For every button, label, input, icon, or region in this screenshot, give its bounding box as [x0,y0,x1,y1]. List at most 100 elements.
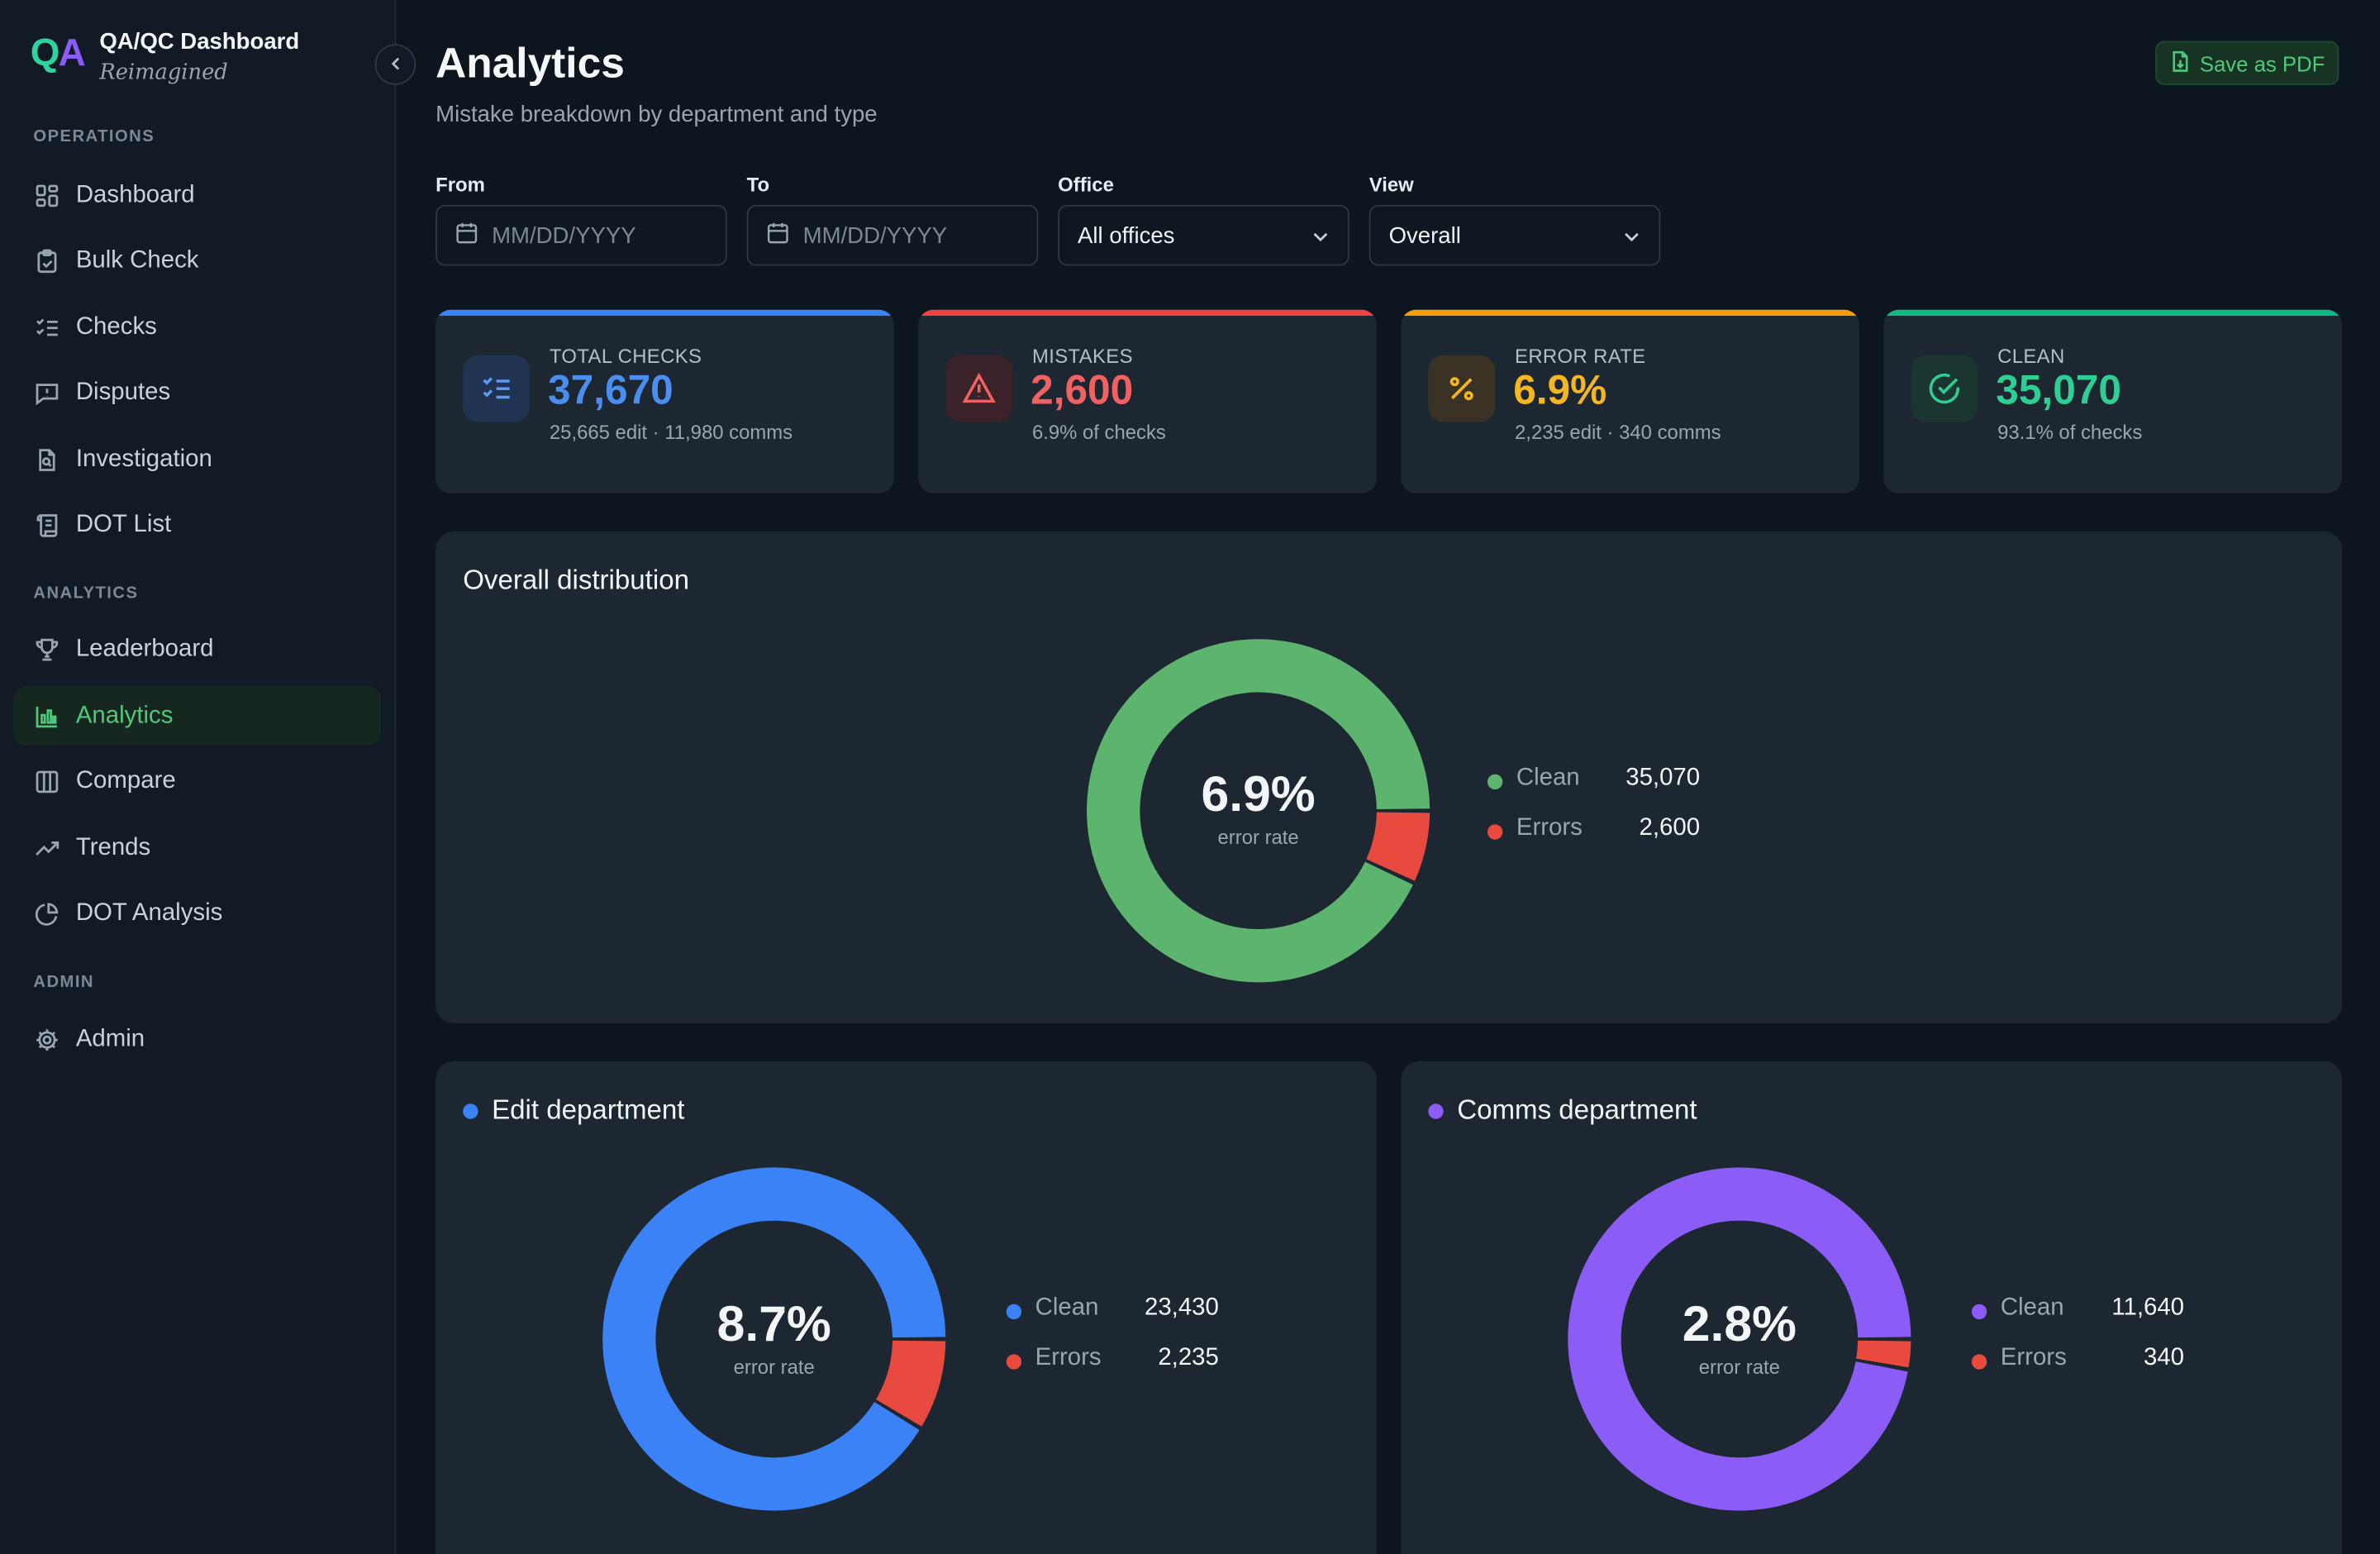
sidebar-item-label: Analytics [75,702,174,728]
legend-dot [1487,824,1503,840]
legend-dot [1487,774,1503,790]
trophy-icon [33,636,59,662]
panel-title-text: Comms department [1457,1094,1697,1125]
department-dot [463,1103,478,1118]
from-date-input[interactable]: MM/DD/YYYY [436,204,727,266]
comms-legend: Clean 11,640 Errors 340 [1971,1290,2185,1391]
office-select[interactable]: All offices [1058,204,1349,266]
legend-label: Errors [1035,1345,1102,1371]
donut-center: 8.7% error rate [653,1295,896,1379]
sidebar-item-trends[interactable]: Trends [14,818,381,878]
donut-slice-clean[interactable] [602,1167,946,1511]
stat-label: MISTAKES [1031,344,1133,368]
legend-value: 2,235 [1158,1345,1219,1371]
sidebar-item-admin[interactable]: Admin [14,1009,381,1069]
stat-label: TOTAL CHECKS [549,344,702,368]
section-analytics: ANALYTICS [33,584,139,603]
panel-title-text: Edit department [492,1094,685,1125]
stat-accent-bar [1401,309,1859,317]
overall-legend: Clean 35,070 Errors 2,600 [1487,760,1701,860]
sidebar-item-dot-analysis[interactable]: DOT Analysis [14,884,381,943]
legend-label: Errors [1516,815,1583,841]
legend-value: 35,070 [1626,765,1701,791]
legend-dot [1006,1304,1022,1320]
legend-value: 340 [2143,1345,2185,1371]
panel-title: Comms department [1428,1094,1697,1127]
sidebar: QA QA/QC Dashboard Reimagined OPERATIONS… [0,0,397,1554]
stat-subtext: 93.1% of checks [1997,420,2143,444]
legend-row-clean: Clean 23,430 [1006,1290,1219,1341]
legend-label: Clean [2000,1294,2064,1321]
sidebar-item-dashboard[interactable]: Dashboard [14,165,381,225]
stat-label: ERROR RATE [1515,344,1646,368]
sidebar-item-label: Trends [75,834,151,860]
sidebar-item-disputes[interactable]: Disputes [14,363,381,422]
sidebar-item-compare[interactable]: Compare [14,751,381,811]
warning-triangle-icon [945,355,1013,422]
to-date-placeholder: MM/DD/YYYY [802,222,948,249]
sidebar-item-leaderboard[interactable]: Leaderboard [14,619,381,679]
legend-row-clean: Clean 11,640 [1971,1290,2184,1341]
donut-slice-errors[interactable] [1856,1340,1911,1368]
donut-center-caption: error rate [1698,1356,1780,1379]
donut-center-value: 2.8% [1682,1294,1797,1351]
brand-title: QA/QC Dashboard [99,28,300,55]
chevron-down-icon [1622,226,1640,252]
page-title: Analytics [436,39,625,87]
check-circle-icon [1911,355,1978,422]
comms-department-panel: Comms department 2.8% error rate Clean 1… [1401,1061,2343,1554]
save-as-pdf-label: Save as PDF [2199,50,2325,75]
sidebar-item-bulk-check[interactable]: Bulk Check [14,231,381,290]
legend-dot [1006,1354,1022,1370]
file-search-icon [33,446,59,472]
message-alert-icon [33,379,59,405]
legend-value: 23,430 [1144,1294,1219,1321]
edit-legend: Clean 23,430 Errors 2,235 [1006,1290,1219,1391]
stat-label: CLEAN [1997,344,2065,368]
office-label: Office [1058,173,1114,196]
clipboard-check-icon [33,247,59,273]
from-date-placeholder: MM/DD/YYYY [492,222,636,249]
legend-row-clean: Clean 35,070 [1487,760,1701,811]
donut-center: 6.9% error rate [1137,765,1380,849]
legend-label: Clean [1035,1294,1099,1321]
sidebar-item-dot-list[interactable]: DOT List [14,495,381,555]
legend-value: 2,600 [1639,815,1701,841]
stat-subtext: 25,665 edit · 11,980 comms [549,420,793,444]
file-download-icon [2169,50,2192,77]
panel-title-text: Overall distribution [463,565,689,595]
donut-slice-clean[interactable] [1568,1167,1911,1511]
list-checks-icon [33,314,59,340]
view-label: View [1368,173,1414,196]
donut-slice-errors[interactable] [1366,812,1430,881]
stat-value: 2,600 [1031,367,1134,413]
sidebar-item-label: DOT List [75,511,172,537]
legend-row-errors: Errors 340 [1971,1341,2185,1391]
sidebar-item-label: Investigation [75,446,212,472]
sidebar-item-label: Bulk Check [75,246,199,273]
brand[interactable]: QA QA/QC Dashboard Reimagined [31,27,299,88]
section-admin: ADMIN [33,973,94,992]
calendar-icon [767,221,790,250]
collapse-sidebar-button[interactable] [374,44,416,85]
overall-donut-chart [1087,639,1430,983]
percent-icon [1428,355,1496,422]
sidebar-item-analytics[interactable]: Analytics [13,686,382,746]
department-dot [1428,1103,1444,1118]
stat-value: 37,670 [548,367,674,413]
sidebar-item-label: Checks [75,313,157,340]
edit-department-panel: Edit department 8.7% error rate Clean 23… [436,1061,1377,1554]
columns-icon [33,768,59,794]
donut-slice-errors[interactable] [875,1340,946,1427]
to-date-input[interactable]: MM/DD/YYYY [746,204,1039,266]
stat-card-total-checks: TOTAL CHECKS 37,670 25,665 edit · 11,980… [436,309,894,493]
donut-slice-clean[interactable] [1087,639,1430,983]
save-as-pdf-button[interactable]: Save as PDF [2155,41,2340,85]
view-select[interactable]: Overall [1368,204,1661,266]
sidebar-item-checks[interactable]: Checks [14,298,381,357]
pie-chart-icon [33,900,59,926]
edit-donut-chart [602,1167,946,1511]
legend-row-errors: Errors 2,235 [1006,1341,1219,1391]
sidebar-item-investigation[interactable]: Investigation [14,430,381,489]
section-operations: OPERATIONS [33,127,155,146]
